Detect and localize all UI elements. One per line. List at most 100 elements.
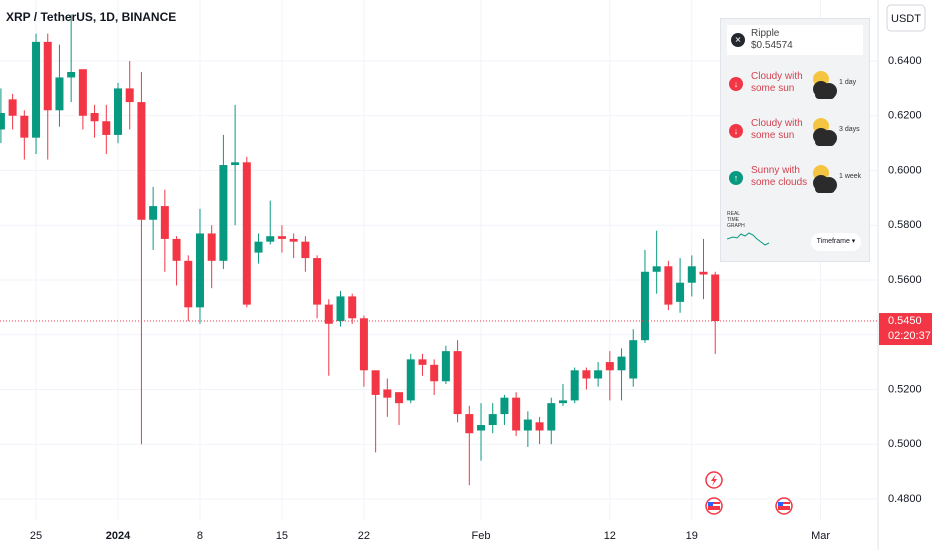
candle-body bbox=[43, 41, 52, 111]
forecast-period: 1 day bbox=[839, 79, 857, 86]
y-tick-label: 0.5200 bbox=[888, 383, 922, 395]
candle-body bbox=[406, 359, 415, 401]
candle-body bbox=[55, 77, 64, 111]
candle-body bbox=[301, 241, 310, 259]
candle-body bbox=[184, 260, 193, 308]
forecast-row: ↑ Sunny with some clouds 1 week bbox=[727, 161, 863, 201]
candle-body bbox=[570, 370, 579, 401]
forecast-text: Cloudy with some sun bbox=[751, 71, 803, 94]
countdown-label: 02:20:37 bbox=[888, 330, 931, 342]
candle-body bbox=[242, 162, 251, 305]
y-tick-label: 0.5000 bbox=[888, 438, 922, 450]
candle-body bbox=[149, 206, 158, 220]
trend-icon: ↓ bbox=[729, 124, 743, 138]
candle-body bbox=[125, 88, 134, 103]
event-icons bbox=[705, 471, 793, 515]
y-tick-label: 0.6200 bbox=[888, 110, 922, 122]
forecast-text: Sunny with some clouds bbox=[751, 165, 808, 188]
widget-header: ✕ Ripple $0.54574 bbox=[727, 25, 863, 55]
y-tick-label: 0.5600 bbox=[888, 274, 922, 286]
weather-icon bbox=[813, 118, 837, 146]
x-tick-label: 22 bbox=[358, 530, 370, 542]
candle-body bbox=[465, 414, 474, 434]
candle-body bbox=[90, 113, 99, 122]
candle-body bbox=[277, 236, 286, 239]
candle-body bbox=[477, 425, 486, 431]
candle-body bbox=[348, 296, 357, 319]
candle-body bbox=[266, 236, 275, 242]
y-tick-label: 0.6400 bbox=[888, 55, 922, 67]
forecast-row: ↓ Cloudy with some sun 3 days bbox=[727, 114, 863, 154]
trend-icon: ↑ bbox=[729, 171, 743, 185]
currency-button[interactable] bbox=[886, 4, 926, 32]
candle-body bbox=[137, 102, 146, 220]
y-tick-label: 0.5800 bbox=[888, 219, 922, 231]
candle-body bbox=[535, 422, 544, 431]
candle-body bbox=[664, 266, 673, 305]
sparkline bbox=[727, 232, 770, 246]
candle-body bbox=[371, 370, 380, 395]
candle-body bbox=[441, 351, 450, 382]
candle-body bbox=[67, 71, 76, 78]
chart-title: XRP / TetherUS, 1D, BINANCE bbox=[6, 10, 176, 24]
forecast-period: 1 week bbox=[839, 173, 862, 180]
candle-body bbox=[640, 271, 649, 341]
candle-body bbox=[594, 370, 603, 379]
svg-text:✕: ✕ bbox=[735, 36, 742, 45]
candle-body bbox=[605, 362, 614, 371]
forecast-row: ↓ Cloudy with some sun 1 day bbox=[727, 67, 863, 107]
candle-body bbox=[699, 271, 708, 275]
candle-body bbox=[523, 419, 532, 431]
candle-body bbox=[453, 351, 462, 415]
graph-label: REAL TIME GRAPH bbox=[727, 211, 745, 229]
candle-body bbox=[512, 397, 521, 431]
candle-body bbox=[676, 282, 685, 302]
candle-body bbox=[8, 99, 17, 116]
x-tick-label: 2024 bbox=[106, 530, 131, 542]
candle-body bbox=[114, 88, 123, 135]
x-tick-label: 19 bbox=[686, 530, 698, 542]
forecast-text: Cloudy with some sun bbox=[751, 118, 803, 141]
candle-body bbox=[289, 238, 298, 242]
candle-body bbox=[711, 274, 720, 322]
candle-body bbox=[395, 392, 404, 404]
coin-name: Ripple bbox=[751, 28, 780, 39]
candle-body bbox=[32, 41, 41, 138]
candle-body bbox=[254, 241, 263, 253]
x-tick-label: Feb bbox=[472, 530, 491, 542]
coin-icon: ✕ bbox=[731, 33, 745, 47]
candle-body bbox=[20, 115, 29, 138]
candle-body bbox=[500, 397, 509, 415]
candle-body bbox=[547, 403, 556, 431]
forecast-period: 3 days bbox=[839, 126, 860, 133]
last-price-label: 0.5450 bbox=[888, 315, 922, 327]
candle-body bbox=[582, 370, 591, 379]
candle-body bbox=[359, 318, 368, 371]
candle-body bbox=[558, 400, 567, 404]
candle-body bbox=[313, 258, 322, 305]
candle-body bbox=[324, 304, 333, 324]
currency-label[interactable]: USDT bbox=[891, 13, 921, 25]
x-tick-label: Mar bbox=[811, 530, 830, 542]
candle-body bbox=[418, 359, 427, 365]
forecast-widget: ✕ Ripple $0.54574 ↓ Cloudy with some sun 1… bbox=[720, 18, 870, 262]
timeframe-button[interactable]: Timeframe ▾ bbox=[811, 233, 861, 251]
candle-body bbox=[78, 69, 87, 116]
candle-body bbox=[219, 165, 228, 261]
candle-body bbox=[652, 266, 661, 272]
candle-body bbox=[102, 121, 111, 135]
last-price-box bbox=[879, 313, 932, 346]
x-tick-label: 25 bbox=[30, 530, 42, 542]
candle-body bbox=[383, 389, 392, 398]
candle-body bbox=[195, 233, 204, 308]
coin-price: $0.54574 bbox=[751, 40, 793, 51]
candle-body bbox=[0, 113, 5, 130]
weather-icon bbox=[813, 165, 837, 193]
candle-body bbox=[336, 296, 345, 322]
candle-body bbox=[629, 340, 638, 379]
x-tick-label: 12 bbox=[604, 530, 616, 542]
weather-icon bbox=[813, 71, 837, 99]
trend-icon: ↓ bbox=[729, 77, 743, 91]
